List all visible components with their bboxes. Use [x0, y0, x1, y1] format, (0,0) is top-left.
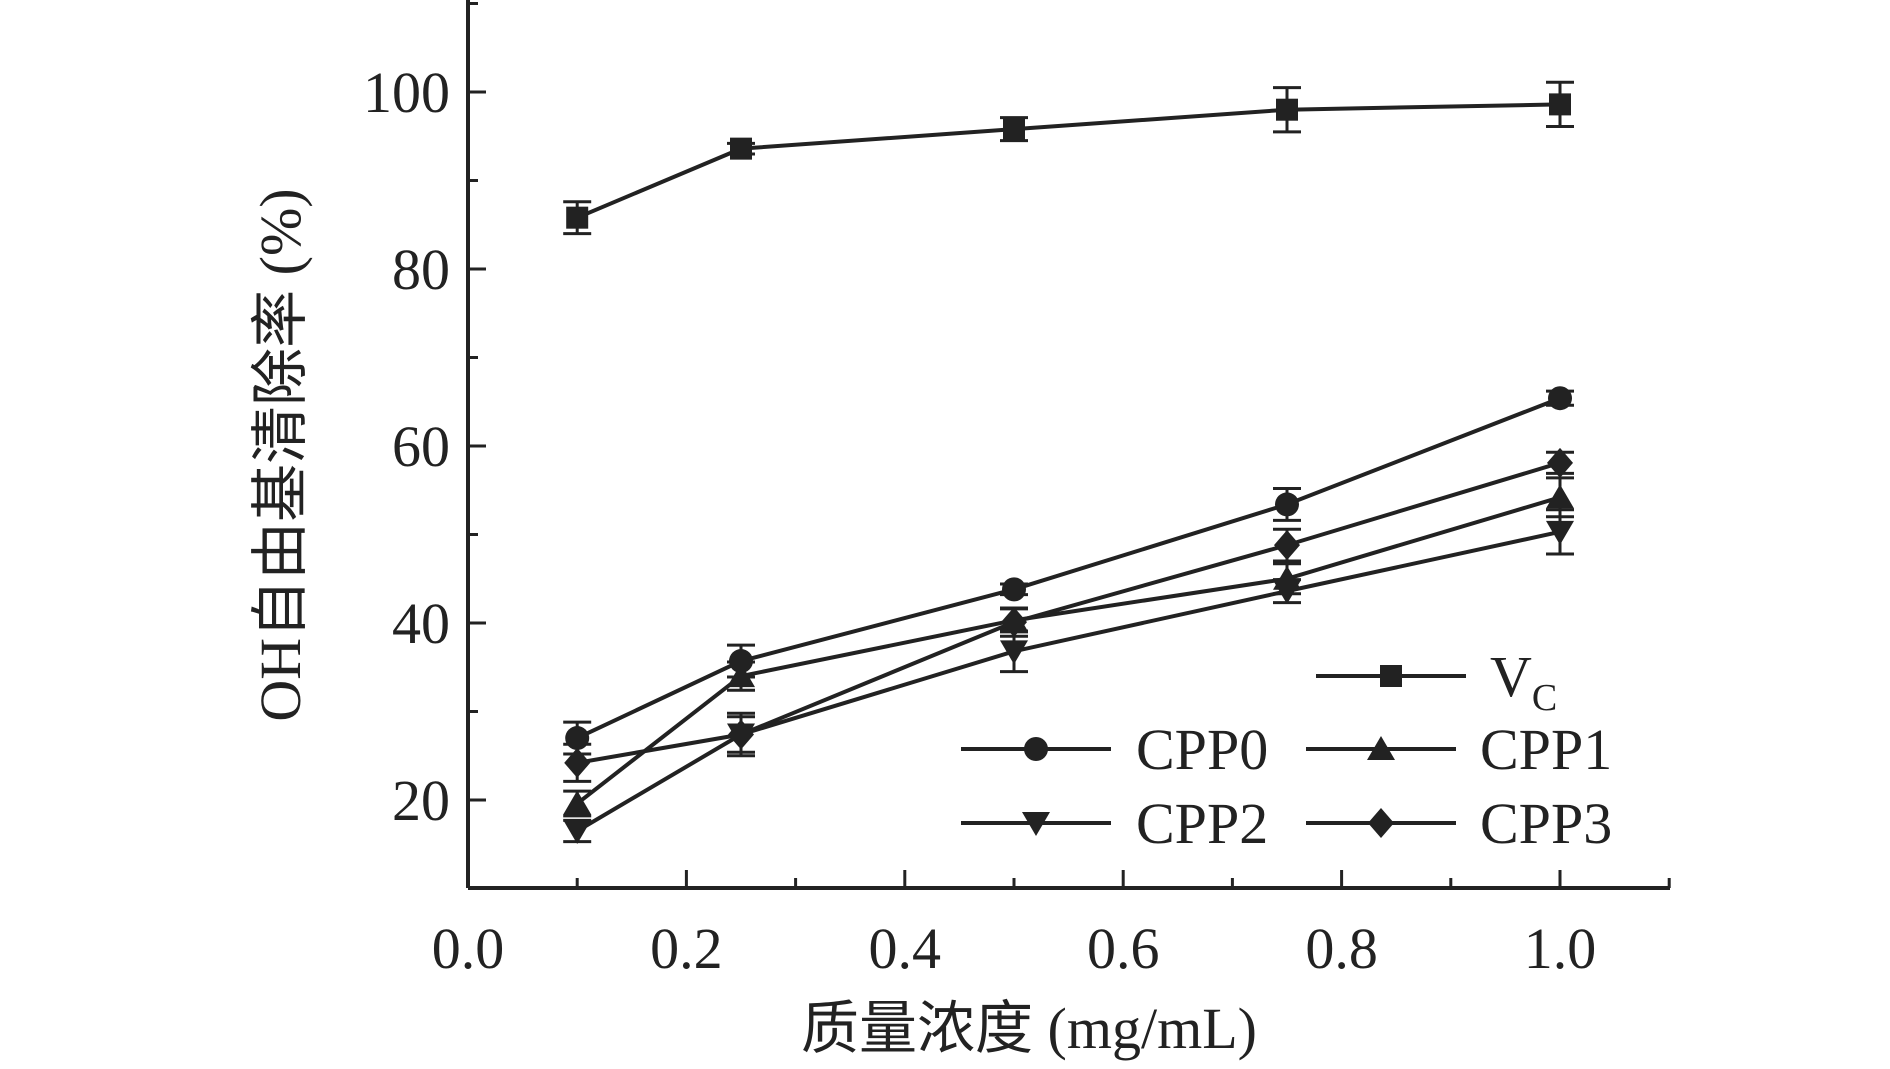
axes: [466, 0, 1670, 890]
series-line-cpp2: [576, 529, 1561, 833]
legend-label: CPP2: [1136, 791, 1268, 856]
x-tick-label: 0.8: [1305, 916, 1378, 981]
data-point: [1002, 577, 1026, 602]
data-point: [1546, 520, 1574, 545]
data-point: [730, 137, 752, 160]
y-tick-label: 20: [392, 768, 450, 833]
data-point: [1275, 492, 1299, 517]
data-point: [563, 790, 592, 815]
data-point: [563, 819, 592, 844]
data-point: [1274, 530, 1300, 561]
data-point: [1546, 484, 1574, 509]
legend-marker: [1022, 812, 1050, 836]
data-point: [727, 663, 755, 688]
legend-label-subscript: C: [1532, 677, 1557, 719]
y-tick-label: 100: [363, 60, 450, 125]
data-point: [1000, 640, 1028, 665]
x-tick-label: 0.6: [1087, 916, 1160, 981]
legend-item-cpp0: CPP0: [961, 717, 1268, 782]
legend-label: CPP1: [1480, 717, 1612, 782]
legend-item-cpp2: CPP2: [961, 791, 1268, 856]
series-v: [563, 80, 1574, 236]
x-tick-label: 0.2: [650, 916, 723, 981]
x-tick-label: 0.0: [432, 916, 505, 981]
series-line-v: [576, 102, 1561, 220]
legend-item-cpp3: CPP3: [1306, 791, 1612, 856]
ticks: 0.0 0.2 0.4 0.6 0.8 1.0 20 40 60 80 100: [363, 2, 1671, 981]
y-axis-title: OH自由基清除率 (%): [248, 188, 313, 721]
legend-item-v: VC: [1316, 644, 1557, 719]
legend-marker: [1367, 736, 1395, 760]
x-tick-label: 0.4: [869, 916, 942, 981]
data-point: [1001, 607, 1027, 638]
x-tick-label: 1.0: [1524, 916, 1597, 981]
data-point: [1547, 447, 1573, 478]
y-tick-label: 60: [392, 414, 450, 479]
data-point: [1273, 580, 1301, 605]
x-axis-title: 质量浓度 (mg/mL): [801, 996, 1257, 1061]
legend: VC CPP0 CPP1 CPP2 CPP3: [961, 644, 1612, 856]
legend-marker: [1024, 737, 1048, 761]
legend-item-cpp1: CPP1: [1306, 717, 1612, 782]
legend-marker: [1368, 808, 1394, 838]
y-tick-label: 80: [392, 237, 450, 302]
data-point: [564, 747, 591, 778]
data-point: [728, 719, 754, 750]
data-point: [1548, 386, 1572, 411]
data-point: [1003, 118, 1025, 141]
data-point: [566, 206, 589, 229]
series-cpp3: [563, 447, 1574, 783]
data-point: [1276, 98, 1298, 121]
legend-label: CPP3: [1480, 791, 1612, 856]
legend-label: CPP0: [1136, 717, 1268, 782]
data-point: [1549, 93, 1571, 116]
legend-label: VC: [1490, 644, 1557, 719]
series-line-cpp1: [575, 495, 1561, 806]
y-tick-label: 40: [392, 591, 450, 656]
plot-area: [563, 80, 1574, 844]
legend-marker: [1380, 665, 1402, 687]
series-cpp1: [563, 476, 1574, 818]
